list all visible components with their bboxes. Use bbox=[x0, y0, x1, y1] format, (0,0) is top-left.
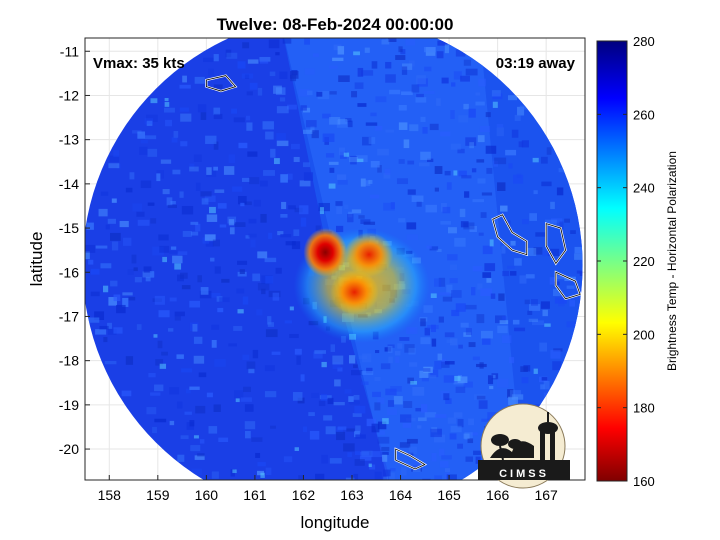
y-tick-label: -17 bbox=[59, 308, 79, 324]
y-tick-label: -20 bbox=[59, 441, 79, 457]
colorbar-tick-label: 280 bbox=[633, 34, 655, 49]
cold-core-feature bbox=[303, 228, 348, 277]
x-tick-label: 161 bbox=[243, 487, 267, 503]
colorbar-label: Brightness Temp - Horizontal Polarizatio… bbox=[665, 151, 679, 371]
colorbar-tick-label: 240 bbox=[633, 181, 655, 196]
x-tick-label: 166 bbox=[486, 487, 510, 503]
y-tick-label: -16 bbox=[59, 264, 79, 280]
coastlines bbox=[205, 74, 582, 471]
y-axis-label: latitude bbox=[27, 232, 46, 287]
x-tick-label: 162 bbox=[292, 487, 316, 503]
chart-title: Twelve: 08-Feb-2024 00:00:00 bbox=[217, 15, 454, 34]
x-tick-label: 158 bbox=[98, 487, 122, 503]
cold-core-feature bbox=[344, 232, 394, 277]
y-tick-label: -19 bbox=[59, 397, 79, 413]
x-tick-label: 164 bbox=[389, 487, 413, 503]
colorbar-tick-label: 200 bbox=[633, 327, 655, 342]
colorbar-tick-label: 220 bbox=[633, 254, 655, 269]
y-tick-label: -18 bbox=[59, 353, 79, 369]
y-tick-label: -14 bbox=[59, 176, 79, 192]
coast-outline bbox=[205, 75, 237, 92]
x-tick-label: 165 bbox=[437, 487, 461, 503]
y-axis-ticks: -11 -12 -13 -14 -15 -16 -17 -18 -19 -20 bbox=[59, 43, 90, 457]
x-tick-label: 167 bbox=[534, 487, 558, 503]
x-tick-label: 160 bbox=[195, 487, 219, 503]
coast-outline bbox=[395, 448, 426, 470]
coast-outline bbox=[555, 271, 581, 300]
colorbar: 280 260 240 220 200 180 160 Brightness Temp - … bbox=[596, 34, 679, 489]
swath-image bbox=[85, 38, 583, 480]
y-tick-label: -13 bbox=[59, 132, 79, 148]
logo-text: CIMSS bbox=[499, 468, 549, 480]
cimss-logo: CIMSS bbox=[478, 403, 570, 489]
x-axis-label: longitude bbox=[300, 513, 369, 532]
x-axis-ticks: 158 159 160 161 162 163 164 165 166 167 bbox=[98, 475, 558, 503]
y-tick-label: -12 bbox=[59, 87, 79, 103]
colorbar-tick-label: 160 bbox=[633, 474, 655, 489]
y-tick-label: -15 bbox=[59, 220, 79, 236]
coast-outline bbox=[492, 214, 528, 256]
time-away-annotation: 03:19 away bbox=[496, 55, 576, 72]
vmax-annotation: Vmax: 35 kts bbox=[93, 55, 185, 72]
coast-outline bbox=[545, 223, 567, 265]
y-tick-label: -11 bbox=[60, 43, 79, 59]
cold-core-feature bbox=[330, 270, 379, 315]
colorbar-tick-label: 180 bbox=[633, 401, 655, 416]
x-tick-label: 163 bbox=[340, 487, 364, 503]
x-tick-label: 159 bbox=[146, 487, 170, 503]
colorbar-tick-label: 260 bbox=[633, 107, 655, 122]
